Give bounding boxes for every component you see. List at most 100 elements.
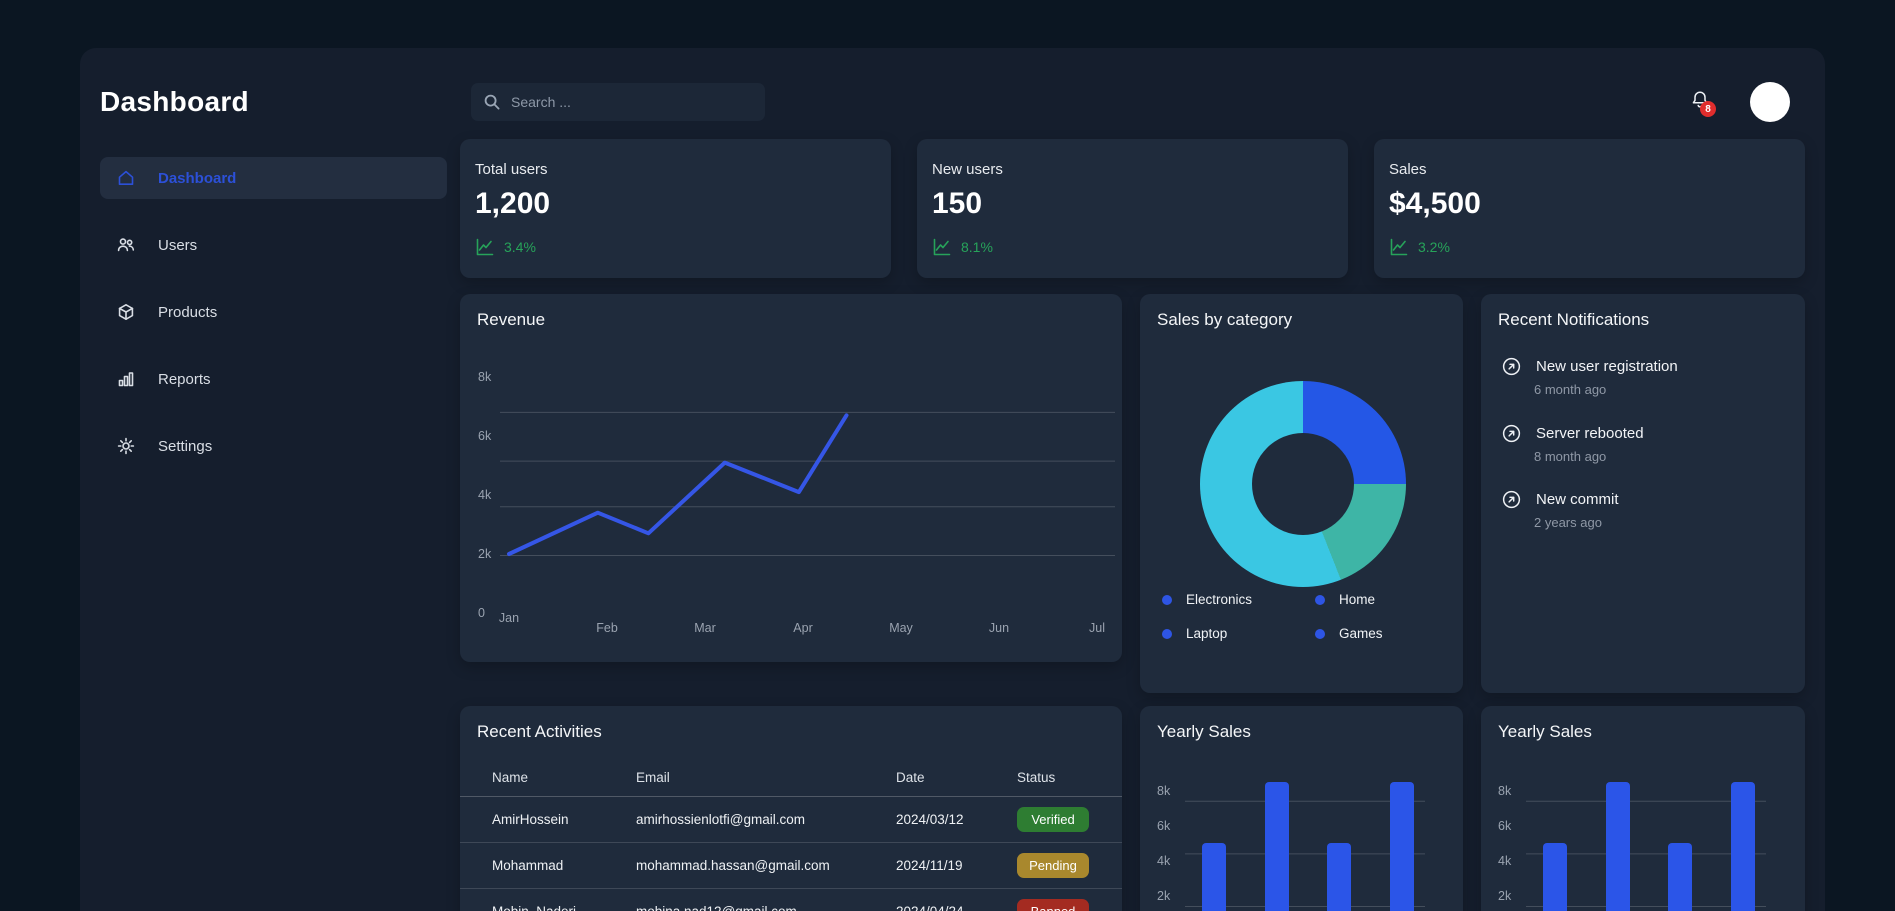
bar (1668, 843, 1693, 911)
activities-table: Name Email Date Status AmirHossein amirh… (460, 759, 1122, 911)
axis-tick-label: Feb (596, 621, 618, 635)
legend-label: Electronics (1186, 592, 1253, 607)
recent-notifications-title: Recent Notifications (1498, 310, 1650, 329)
axis-tick-label: 4k (478, 488, 492, 502)
trend-up-icon (476, 238, 494, 256)
bar (1202, 843, 1226, 911)
axis-tick-label: Jul (1089, 621, 1105, 635)
axis-tick-label: 6k (478, 429, 492, 443)
legend-item: Home (1315, 592, 1375, 607)
axis-tick-label: 0 (478, 606, 485, 620)
sidebar-item-label: Reports (158, 370, 211, 388)
notification-time: 6 month ago (1534, 382, 1607, 397)
users-icon (116, 235, 136, 255)
legend-label: Laptop (1186, 626, 1228, 641)
sidebar-nav: Dashboard Users Products Reports (100, 157, 447, 492)
notifications-button[interactable]: 8 (1688, 88, 1716, 117)
page-title: Dashboard (100, 86, 249, 117)
sidebar-item-dashboard[interactable]: Dashboard (100, 157, 447, 199)
sidebar-item-label: Products (158, 303, 218, 321)
cell-date: 2024/03/12 (896, 812, 964, 827)
bar-chart-svg (1526, 800, 1766, 907)
axis-tick-label: 6k (1498, 818, 1512, 833)
yearly-sales-title: Yearly Sales (1157, 722, 1251, 741)
trend-up-icon (933, 238, 951, 256)
legend-dot-icon (1162, 628, 1172, 639)
notification-title: Server rebooted (1536, 425, 1644, 442)
stat-trend-value: 8.1% (961, 239, 993, 255)
axis-tick-label: 2k (478, 547, 492, 561)
stat-label: Total users (475, 161, 548, 178)
arrow-up-right-circle-icon (1502, 357, 1521, 376)
notification-time: 8 month ago (1534, 449, 1607, 464)
axis-tick-label: Jan (498, 611, 520, 625)
stat-label: Sales (1389, 161, 1427, 178)
axis-tick-label: 2k (1157, 888, 1171, 903)
column-header: Name (492, 770, 529, 785)
trend-up-icon (1390, 238, 1408, 256)
stat-trend-value: 3.4% (504, 239, 536, 255)
column-header: Email (636, 770, 670, 785)
table-row: Mobin_Naderi mobina.nad12@gmail.com 2024… (460, 889, 1122, 911)
line-chart-svg (500, 411, 1115, 556)
bar (1605, 782, 1630, 911)
sidebar-item-label: Settings (158, 437, 213, 455)
sidebar-item-label: Dashboard (158, 169, 237, 187)
axis-tick-label: 8k (1157, 783, 1171, 798)
home-icon (116, 168, 136, 188)
notification-title: New commit (1536, 491, 1619, 508)
recent-notifications-panel: Recent Notifications New user registrati… (1481, 294, 1805, 693)
column-header: Date (896, 770, 925, 785)
axis-tick-label: May (889, 621, 913, 635)
revenue-panel: Revenue 8k 6k 4k 2k 0 Jan Feb Mar Apr May Jun Jul (460, 294, 1122, 662)
category-donut-chart (1200, 381, 1406, 587)
content-area: 8 Total users 1,200 3.4% New users 150 8… (460, 48, 1805, 911)
stat-card-total-users: Total users 1,200 3.4% (460, 139, 891, 278)
axis-tick-label: 4k (1498, 853, 1512, 868)
bar-chart-icon (116, 369, 136, 389)
cell-date: 2024/11/19 (896, 858, 963, 873)
legend-item: Games (1315, 626, 1383, 641)
status-badge: Pending (1017, 853, 1089, 878)
legend-label: Home (1339, 592, 1376, 607)
yearly-sales-panel: Yearly Sales 8k 6k 4k 2k (1140, 706, 1463, 911)
stat-label: New users (932, 161, 1003, 178)
bar (1264, 782, 1289, 911)
sidebar-item-reports[interactable]: Reports (100, 358, 447, 400)
search-input[interactable] (511, 94, 753, 110)
axis-tick-label: 4k (1157, 853, 1171, 868)
recent-activities-title: Recent Activities (477, 722, 602, 741)
axis-tick-label: Mar (694, 621, 716, 635)
sidebar-item-products[interactable]: Products (100, 291, 447, 333)
stat-value: 150 (932, 187, 983, 220)
cell-date: 2024/04/24 (896, 904, 1017, 911)
notification-item[interactable]: New user registration 6 month ago (1501, 356, 1789, 397)
stat-value: $4,500 (1389, 187, 1481, 220)
legend-dot-icon (1315, 594, 1325, 605)
revenue-title: Revenue (477, 310, 546, 329)
bar (1327, 843, 1352, 911)
legend-item: Electronics (1162, 592, 1252, 607)
sidebar-item-users[interactable]: Users (100, 224, 447, 266)
stat-card-sales: Sales $4,500 3.2% (1374, 139, 1805, 278)
search-bar[interactable] (471, 83, 765, 121)
sidebar: Dashboard Dashboard Users Products (100, 86, 447, 455)
sales-by-category-panel: Sales by category Electronics Home Lapto… (1140, 294, 1463, 693)
yearly-sales-bar-chart: 8k 6k 4k 2k (1140, 706, 1463, 911)
stat-card-new-users: New users 150 8.1% (917, 139, 1348, 278)
stat-value: 1,200 (475, 187, 551, 220)
axis-tick-label: Apr (793, 621, 813, 635)
sidebar-item-settings[interactable]: Settings (100, 425, 447, 467)
status-badge: Verified (1017, 807, 1089, 832)
yearly-sales-panel: Yearly Sales 8k 6k 4k 2k (1481, 706, 1805, 911)
bar (1543, 843, 1567, 911)
notification-item[interactable]: Server rebooted 8 month ago (1501, 423, 1789, 464)
arrow-up-right-circle-icon (1502, 424, 1521, 443)
column-header: Status (1017, 770, 1056, 785)
avatar[interactable] (1750, 82, 1790, 122)
notification-item[interactable]: New commit 2 years ago (1501, 489, 1789, 530)
legend-dot-icon (1162, 594, 1172, 605)
bar (1731, 782, 1756, 911)
donut-hole (1252, 433, 1354, 535)
gear-icon (116, 436, 136, 456)
